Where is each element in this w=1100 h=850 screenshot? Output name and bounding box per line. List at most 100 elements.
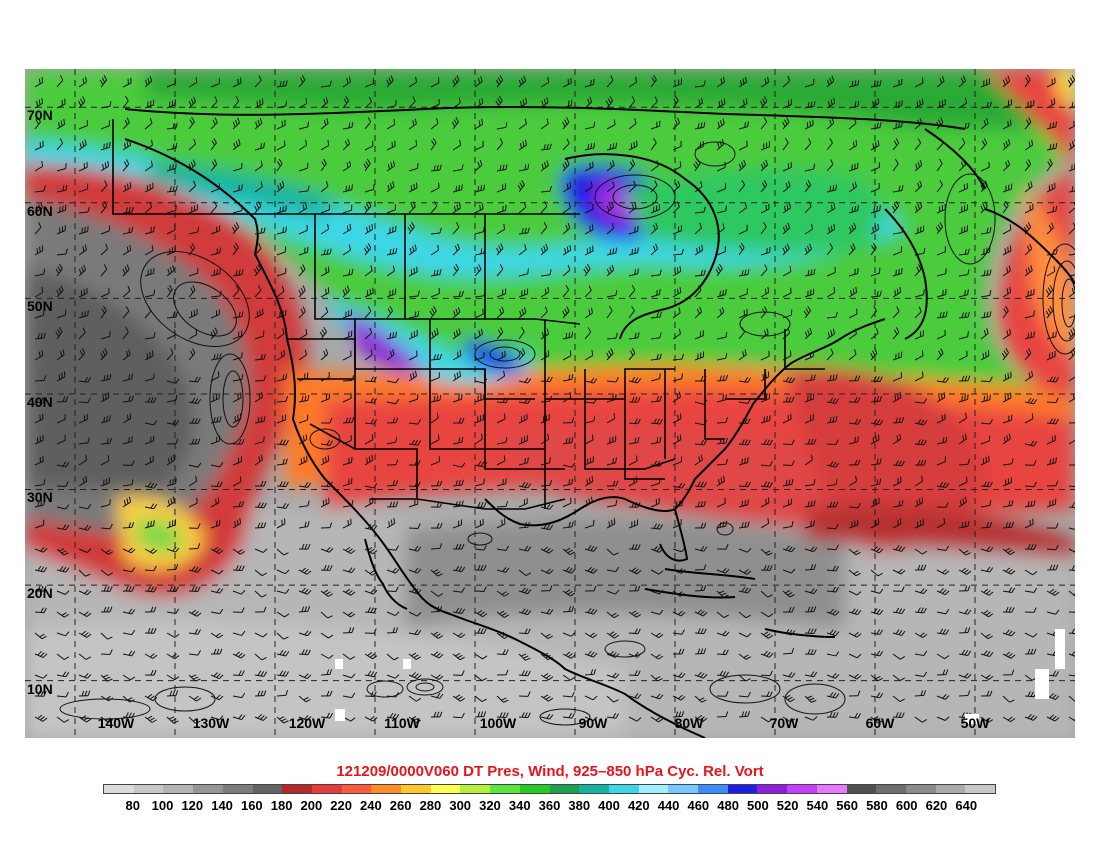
wind-barb bbox=[914, 180, 923, 193]
wind-barb bbox=[122, 650, 136, 657]
wind-barb bbox=[254, 160, 263, 172]
wind-barb bbox=[694, 269, 706, 277]
wind-barb bbox=[628, 226, 639, 235]
wind-barb bbox=[386, 160, 395, 172]
wind-barb bbox=[166, 519, 176, 529]
wind-barb bbox=[826, 311, 838, 319]
wind-barb bbox=[452, 202, 461, 214]
wind-barb bbox=[892, 653, 906, 660]
wind-barb bbox=[408, 76, 418, 88]
wind-barb bbox=[254, 353, 266, 361]
wind-barb bbox=[782, 287, 792, 298]
wind-barb bbox=[298, 630, 312, 637]
wind-barb bbox=[474, 564, 487, 571]
wind-barb bbox=[495, 75, 504, 88]
wind-barb bbox=[980, 588, 994, 596]
wind-barb bbox=[1068, 286, 1075, 298]
wind-barb bbox=[672, 78, 682, 88]
wind-barb bbox=[870, 267, 881, 277]
wind-barb bbox=[958, 138, 966, 151]
wind-barb bbox=[474, 501, 487, 508]
wind-barb bbox=[1068, 327, 1075, 340]
colorbar-swatch bbox=[816, 785, 847, 793]
wind-barb bbox=[496, 610, 510, 618]
wind-barb bbox=[540, 673, 554, 681]
wind-barb bbox=[342, 653, 356, 660]
wind-barb bbox=[276, 328, 285, 340]
wind-barb bbox=[782, 590, 795, 598]
wind-barb bbox=[188, 159, 196, 172]
wind-barb bbox=[78, 524, 92, 531]
wind-barb bbox=[760, 306, 768, 319]
wind-barb bbox=[892, 286, 902, 298]
wind-barb bbox=[518, 413, 528, 424]
wind-barb bbox=[518, 670, 531, 677]
wind-barb bbox=[188, 308, 198, 319]
wind-barb bbox=[518, 348, 526, 361]
wind-barb bbox=[232, 205, 243, 214]
wind-barb bbox=[56, 349, 65, 361]
wind-barb bbox=[848, 308, 858, 319]
wind-barb bbox=[56, 204, 67, 214]
wind-barb bbox=[78, 715, 92, 723]
wind-barb bbox=[936, 436, 948, 445]
wind-barb bbox=[1068, 438, 1075, 445]
wind-barb bbox=[100, 243, 109, 256]
wind-barb bbox=[364, 670, 378, 678]
wind-barb bbox=[936, 99, 946, 109]
wind-barb bbox=[122, 326, 129, 340]
wind-barb bbox=[408, 310, 420, 319]
wind-barb bbox=[826, 267, 836, 277]
wind-barb bbox=[430, 522, 443, 529]
wind-barb bbox=[56, 524, 70, 531]
wind-barb bbox=[408, 459, 421, 466]
colorbar-tick-label: 120 bbox=[181, 798, 204, 813]
colorbar-swatch bbox=[876, 785, 906, 793]
wind-barb bbox=[78, 672, 92, 679]
wind-barb bbox=[276, 588, 290, 594]
wind-barb bbox=[144, 715, 158, 723]
wind-barb bbox=[386, 265, 395, 277]
colorbar bbox=[103, 784, 996, 794]
wind-barb bbox=[606, 305, 613, 319]
wind-barb bbox=[738, 586, 752, 594]
wind-barb bbox=[144, 548, 158, 554]
wind-barb bbox=[540, 185, 552, 193]
wind-barb bbox=[1046, 609, 1060, 615]
wind-barb bbox=[342, 76, 351, 88]
wind-barb bbox=[320, 80, 332, 88]
wind-barb bbox=[826, 586, 839, 593]
wind-barb bbox=[650, 716, 664, 723]
wind-barb bbox=[34, 413, 44, 424]
wind-barb bbox=[364, 140, 374, 151]
wind-barb bbox=[430, 569, 443, 577]
wind-barb bbox=[166, 265, 175, 277]
wind-barb bbox=[694, 695, 707, 703]
wind-barb bbox=[870, 305, 877, 319]
wind-barb bbox=[518, 628, 531, 635]
wind-barb bbox=[672, 711, 685, 718]
wind-barb bbox=[760, 264, 768, 277]
wind-barb bbox=[694, 222, 703, 235]
wind-barb bbox=[144, 75, 153, 88]
wind-barb bbox=[452, 436, 464, 445]
wind-barb bbox=[452, 328, 461, 340]
wind-barb bbox=[782, 266, 792, 277]
wind-barb bbox=[496, 669, 509, 676]
wind-barb bbox=[430, 118, 439, 130]
wind-barb bbox=[342, 375, 355, 382]
wind-barb bbox=[122, 496, 131, 508]
wind-barb bbox=[34, 690, 47, 697]
wind-barb bbox=[276, 690, 289, 697]
wind-barb bbox=[408, 545, 422, 552]
wind-barb bbox=[34, 332, 46, 340]
wind-barb bbox=[188, 586, 201, 592]
wind-barb bbox=[1024, 632, 1038, 638]
wind-barb bbox=[1024, 370, 1034, 382]
wind-barb bbox=[1024, 460, 1037, 466]
wind-barb bbox=[694, 419, 708, 426]
wind-barb bbox=[210, 694, 224, 701]
wind-barb bbox=[1024, 139, 1034, 151]
wind-barb bbox=[342, 435, 352, 445]
wind-barb bbox=[100, 305, 107, 319]
